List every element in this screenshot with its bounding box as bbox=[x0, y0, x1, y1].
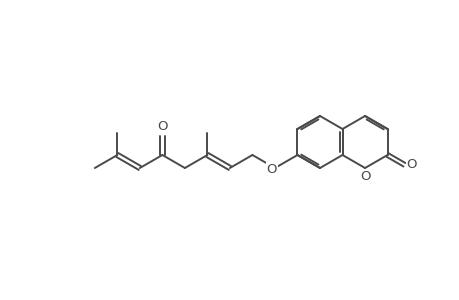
Text: O: O bbox=[157, 120, 167, 133]
Text: O: O bbox=[359, 169, 369, 182]
Text: O: O bbox=[405, 158, 416, 171]
Text: O: O bbox=[266, 163, 277, 176]
